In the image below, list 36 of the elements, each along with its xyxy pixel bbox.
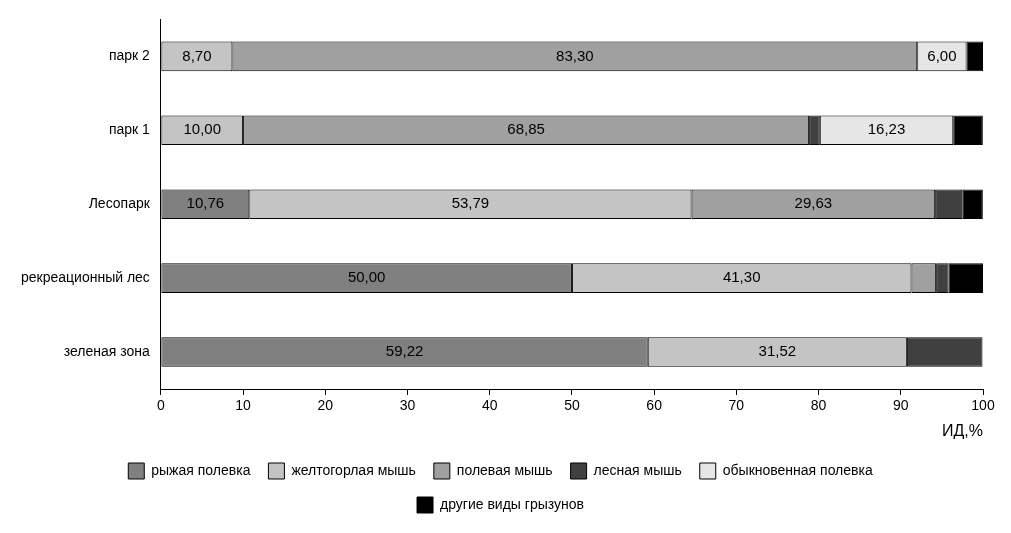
data-label: 29,63 [794, 194, 833, 212]
x-tick-label: 60 [646, 397, 663, 414]
data-label: 10,76 [186, 194, 225, 212]
data-label: 16,23 [867, 120, 906, 138]
x-tick-label: 40 [481, 397, 498, 414]
data-label: 83,30 [556, 46, 594, 64]
x-tick-label: 0 [156, 397, 165, 414]
y-tick-label: Лесопарк [88, 195, 151, 212]
x-tick-label: 10 [235, 397, 252, 414]
x-tick-label: 20 [317, 397, 334, 414]
data-label: 50,00 [347, 268, 386, 286]
y-tick-label: парк 2 [108, 47, 151, 64]
legend-label: желтогорлая мышь [291, 461, 416, 478]
data-label: 8,70 [182, 46, 212, 64]
y-tick-label: зеленая зона [63, 342, 151, 359]
legend-label: другие виды грызунов [440, 495, 584, 512]
legend-label: рыжая полевка [151, 461, 251, 478]
legend-label: лесная мышь [593, 461, 682, 478]
x-axis-title: ИД,% [941, 421, 983, 439]
data-label: 10,00 [183, 120, 221, 138]
x-tick-label: 30 [399, 397, 416, 414]
legend-label: полевая мышь [456, 461, 553, 478]
data-label: 41,30 [722, 268, 761, 286]
data-label: 53,79 [451, 194, 490, 212]
y-tick-label: парк 1 [108, 121, 151, 138]
data-label: 31,52 [758, 342, 797, 360]
data-label: 59,22 [385, 342, 424, 360]
data-label: 6,00 [927, 46, 957, 64]
legend-label: обыкновенная полевка [722, 461, 873, 478]
x-tick-label: 100 [971, 397, 995, 414]
x-tick-label: 80 [810, 397, 827, 414]
x-tick-label: 70 [728, 397, 745, 414]
x-tick-label: 50 [564, 397, 580, 414]
y-tick-label: рекреационный лес [21, 268, 150, 285]
x-tick-label: 90 [893, 397, 909, 414]
data-label: 68,85 [507, 120, 545, 138]
